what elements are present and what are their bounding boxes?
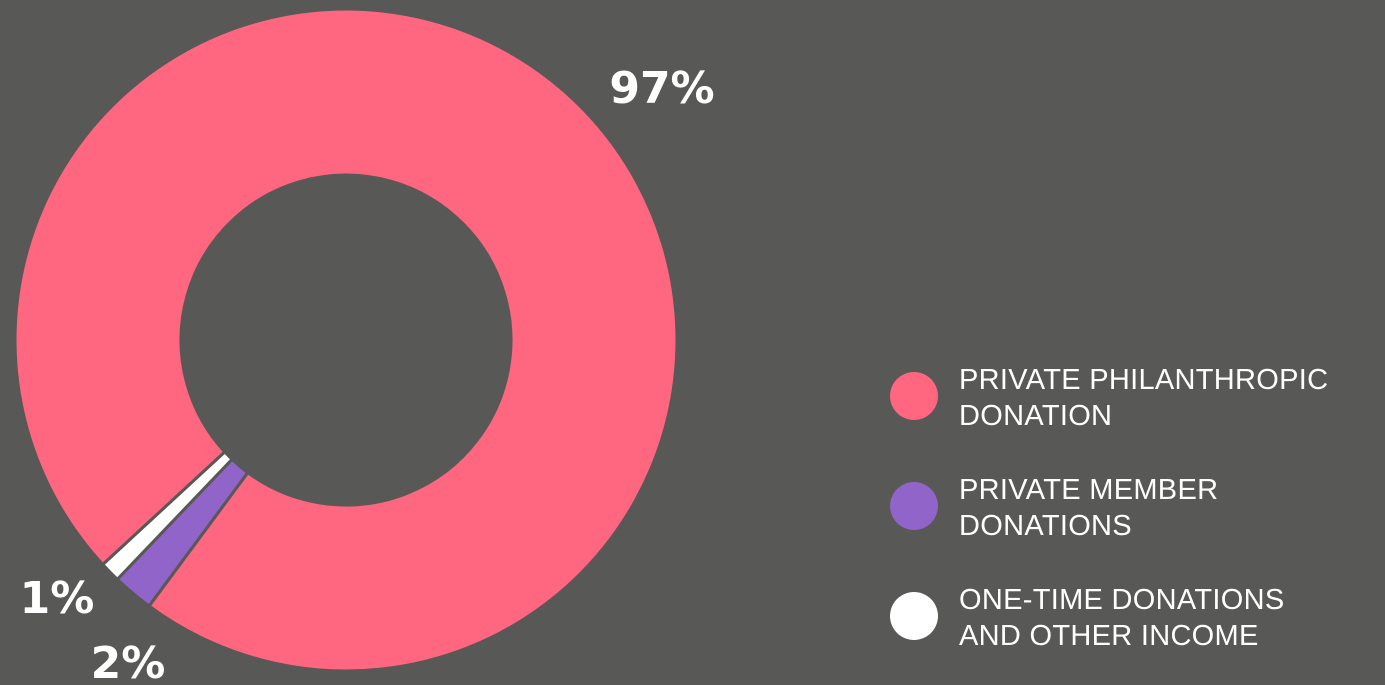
legend-label-line: ONE-TIME DONATIONS [959,584,1285,616]
legend-item-member: PRIVATE MEMBER DONATIONS [888,472,1385,582]
legend-item-philanthropic: PRIVATE PHILANTHROPIC DONATION [888,362,1385,472]
legend-label-line: AND OTHER INCOME [959,620,1259,652]
legend-label-line: PRIVATE PHILANTHROPIC [959,364,1329,396]
legend-swatch-member [890,482,938,530]
legend-label-philanthropic: PRIVATE PHILANTHROPIC DONATION [959,362,1379,434]
legend-label-member: PRIVATE MEMBER DONATIONS [959,472,1379,544]
chart-legend: PRIVATE PHILANTHROPIC DONATION PRIVATE M… [888,362,1385,685]
label-member: 2% [91,638,166,685]
legend-item-one-time: ONE-TIME DONATIONS AND OTHER INCOME [888,582,1385,685]
legend-label-one-time: ONE-TIME DONATIONS AND OTHER INCOME [959,582,1379,654]
legend-label-line: PRIVATE MEMBER [959,474,1219,506]
legend-label-line: DONATION [959,400,1113,432]
legend-swatch-philanthropic [890,372,938,420]
legend-label-line: DONATIONS [959,510,1132,542]
label-philanthropic: 97% [609,63,714,114]
label-one-time: 1% [20,573,95,624]
legend-swatch-one-time [890,592,938,640]
slice-philanthropic [13,7,679,673]
